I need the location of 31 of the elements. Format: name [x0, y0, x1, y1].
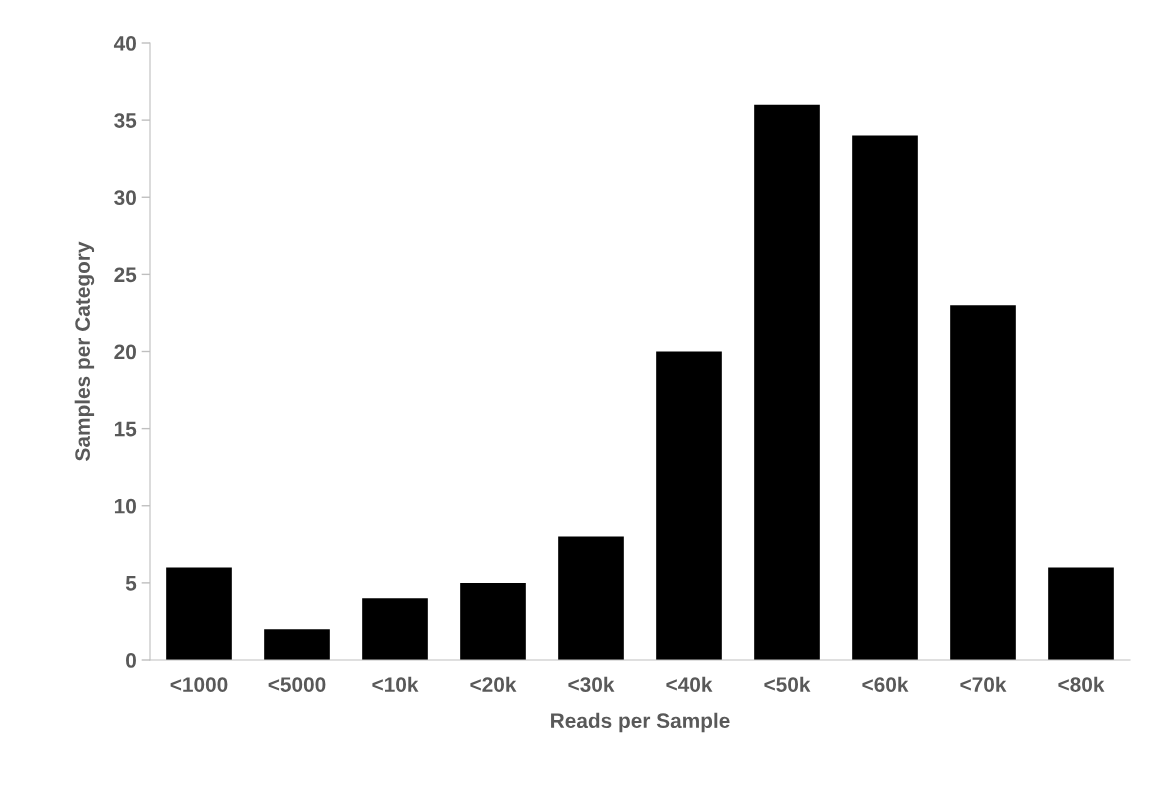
bar [264, 629, 330, 660]
x-tick-label: <50k [764, 676, 811, 692]
x-tick-label: <30k [568, 676, 615, 692]
y-tick-label: 40 [113, 36, 136, 51]
bar [166, 567, 232, 660]
y-tick-label: 5 [125, 576, 137, 591]
y-tick-label: 20 [114, 344, 136, 360]
y-tick-label: 10 [114, 498, 136, 514]
x-tick-label: <70k [960, 676, 1007, 692]
x-tick-label: <5000 [268, 677, 326, 692]
x-axis-title: Reads per Sample [551, 712, 730, 733]
bar [460, 582, 526, 660]
bar [1048, 567, 1114, 660]
y-axis-title: Samples per Category [74, 241, 95, 461]
bar [754, 104, 820, 660]
y-tick-label: 15 [114, 421, 137, 437]
x-tick-label: <1000 [170, 677, 228, 692]
bar [362, 598, 428, 660]
x-tick-label: <60k [862, 676, 909, 692]
y-tick-label: 0 [126, 653, 136, 668]
bar [558, 536, 624, 660]
x-tick-label: <80k [1058, 676, 1105, 692]
bar [656, 351, 722, 660]
y-tick-label: 25 [114, 267, 137, 283]
x-tick-label: <10k [372, 676, 419, 692]
x-tick-label: <40k [666, 676, 713, 692]
x-tick-label: <20k [470, 676, 517, 692]
y-tick-label: 30 [114, 190, 136, 206]
bar [950, 305, 1016, 660]
y-tick-label: 35 [114, 113, 137, 128]
bar [852, 135, 918, 660]
